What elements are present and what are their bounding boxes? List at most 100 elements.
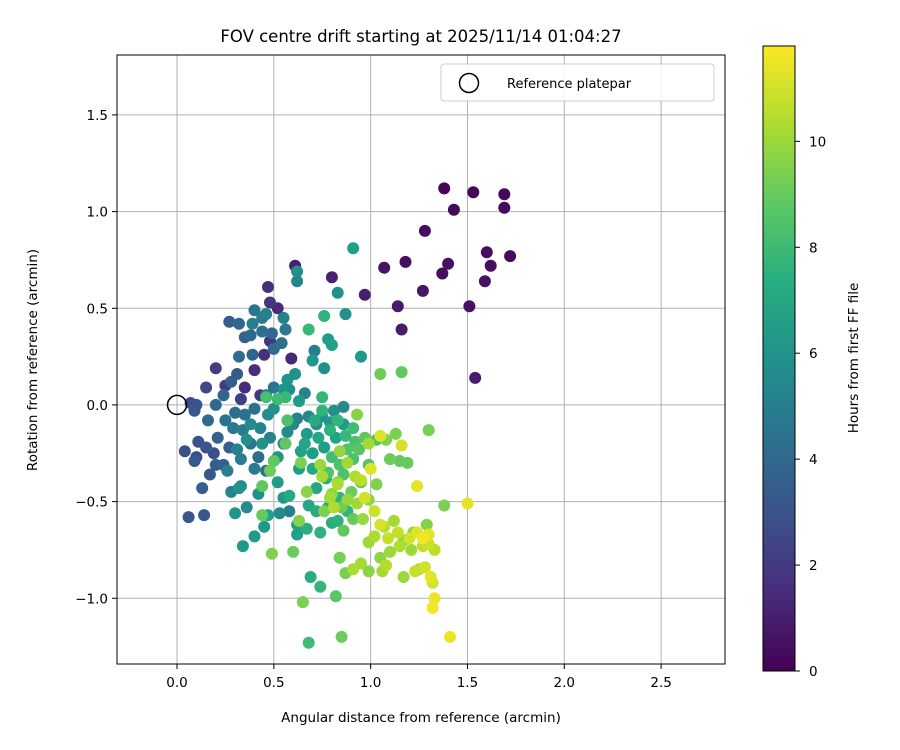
scatter-point [308, 344, 321, 357]
scatter-point [233, 317, 245, 330]
scatter-point [335, 630, 348, 643]
scatter-point [316, 391, 329, 404]
scatter-point [283, 489, 296, 502]
scatter-point [391, 526, 404, 539]
colorbar-tick-label: 6 [809, 346, 818, 362]
scatter-point [265, 327, 278, 340]
scatter-point [277, 311, 290, 324]
scatter-point [442, 257, 455, 270]
scatter-point [374, 518, 387, 531]
colorbar-label: Hours from first FF file [846, 283, 862, 434]
colorbar-tick-label: 10 [809, 134, 826, 150]
scatter-point [300, 485, 313, 498]
scatter-point [203, 468, 216, 481]
legend-label: Reference platepar [507, 77, 632, 92]
scatter-point [271, 476, 284, 489]
scatter-point [310, 482, 323, 495]
scatter-point [306, 354, 319, 367]
scatter-point [358, 491, 371, 504]
colorbar-tick-label: 4 [809, 452, 818, 468]
scatter-point [382, 532, 395, 545]
scatter-point [314, 458, 327, 471]
scatter-point [244, 418, 257, 431]
scatter-point [325, 339, 338, 351]
scatter-point [314, 580, 327, 593]
scatter-point [384, 453, 396, 466]
scatter-point [484, 259, 497, 272]
scatter-point [331, 286, 344, 299]
y-tick-label: 0.0 [87, 398, 108, 414]
scatter-point [209, 362, 222, 375]
scatter-point [285, 352, 298, 365]
scatter-point [275, 337, 288, 350]
scatter-point [362, 437, 375, 450]
scatter-point [329, 590, 342, 603]
scatter-point [248, 402, 261, 415]
scatter-point [318, 362, 331, 375]
colorbar-tick-label: 8 [809, 240, 818, 256]
colorbar-tick-label: 0 [809, 664, 818, 680]
scatter-point [353, 443, 365, 456]
y-axis-label: Rotation from reference (arcmin) [25, 249, 41, 471]
scatter-point [355, 474, 367, 487]
scatter-point [240, 501, 253, 514]
scatter-point [347, 513, 360, 525]
legend-marker-icon [458, 72, 480, 94]
scatter-point [281, 414, 294, 427]
scatter-point [314, 526, 327, 539]
scatter-point [300, 427, 313, 440]
scatter-point [233, 482, 245, 495]
scatter-point [409, 565, 422, 578]
scatter-point [308, 414, 321, 427]
scatter-point [256, 509, 269, 522]
scatter-point [312, 431, 325, 444]
scatter-point [246, 348, 259, 361]
x-tick-label: 0.5 [263, 675, 284, 691]
scatter-point [264, 296, 276, 309]
scatter-point [418, 224, 431, 237]
scatter-point [234, 393, 247, 406]
scatter-point [293, 514, 305, 527]
scatter-point [420, 518, 433, 531]
scatter-point [364, 462, 377, 475]
scatter-point [318, 310, 331, 322]
scatter-point [281, 373, 294, 386]
scatter-point [347, 563, 360, 576]
scatter-point [370, 478, 383, 491]
scatter-point [264, 464, 276, 477]
scatter-point [196, 482, 209, 495]
scatter-point [198, 509, 211, 522]
y-tick-label: 0.5 [87, 301, 108, 317]
x-tick-label: 0.0 [166, 675, 187, 691]
scatter-point [267, 455, 280, 467]
scatter-point [244, 329, 257, 342]
scatter-point [231, 443, 244, 456]
scatter-point [219, 414, 232, 427]
scatter-point [391, 300, 404, 313]
colorbar-ticks: 0 2 4 6 8 10 [795, 134, 826, 680]
scatter-point [331, 514, 344, 527]
scatter-point [438, 499, 451, 512]
scatter-point [378, 261, 391, 274]
x-tick-label: 2.0 [554, 675, 575, 691]
scatter-point [428, 592, 441, 605]
legend: Reference platepar [440, 63, 715, 102]
scatter-point [217, 389, 230, 402]
scatter-point [302, 636, 315, 649]
scatter-point [256, 480, 269, 493]
scatter-point [463, 300, 476, 313]
scatter-point [355, 350, 367, 363]
scatter-point [337, 524, 350, 537]
scatter-point [271, 393, 284, 406]
scatter-point [265, 547, 278, 560]
scatter-point [238, 381, 251, 394]
scatter-point [384, 545, 396, 558]
scatter-point [324, 424, 336, 437]
scatter-point [397, 571, 410, 583]
scatter-point [188, 455, 201, 467]
scatter-point [395, 366, 408, 379]
scatter-point [356, 513, 369, 525]
scatter-point [188, 404, 201, 417]
scatter-point [436, 267, 449, 280]
